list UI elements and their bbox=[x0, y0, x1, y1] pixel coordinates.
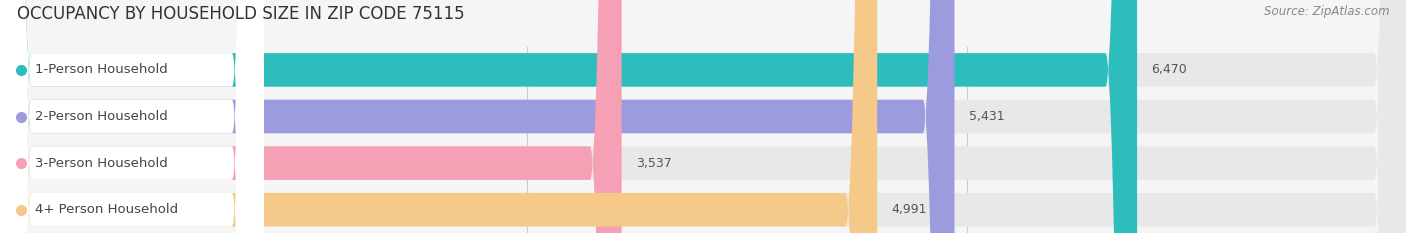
FancyBboxPatch shape bbox=[0, 0, 264, 233]
FancyBboxPatch shape bbox=[0, 0, 264, 233]
Text: 3-Person Household: 3-Person Household bbox=[35, 157, 167, 170]
Text: 6,470: 6,470 bbox=[1152, 63, 1187, 76]
Text: 4,991: 4,991 bbox=[891, 203, 927, 216]
Text: OCCUPANCY BY HOUSEHOLD SIZE IN ZIP CODE 75115: OCCUPANCY BY HOUSEHOLD SIZE IN ZIP CODE … bbox=[17, 5, 464, 23]
FancyBboxPatch shape bbox=[0, 0, 621, 233]
Text: 4+ Person Household: 4+ Person Household bbox=[35, 203, 179, 216]
FancyBboxPatch shape bbox=[0, 0, 877, 233]
FancyBboxPatch shape bbox=[0, 0, 264, 233]
FancyBboxPatch shape bbox=[0, 0, 1137, 233]
Text: 1-Person Household: 1-Person Household bbox=[35, 63, 167, 76]
Text: 2-Person Household: 2-Person Household bbox=[35, 110, 167, 123]
Text: 3,537: 3,537 bbox=[636, 157, 672, 170]
Text: 5,431: 5,431 bbox=[969, 110, 1004, 123]
Text: Source: ZipAtlas.com: Source: ZipAtlas.com bbox=[1264, 5, 1389, 18]
FancyBboxPatch shape bbox=[0, 0, 955, 233]
FancyBboxPatch shape bbox=[0, 0, 264, 233]
